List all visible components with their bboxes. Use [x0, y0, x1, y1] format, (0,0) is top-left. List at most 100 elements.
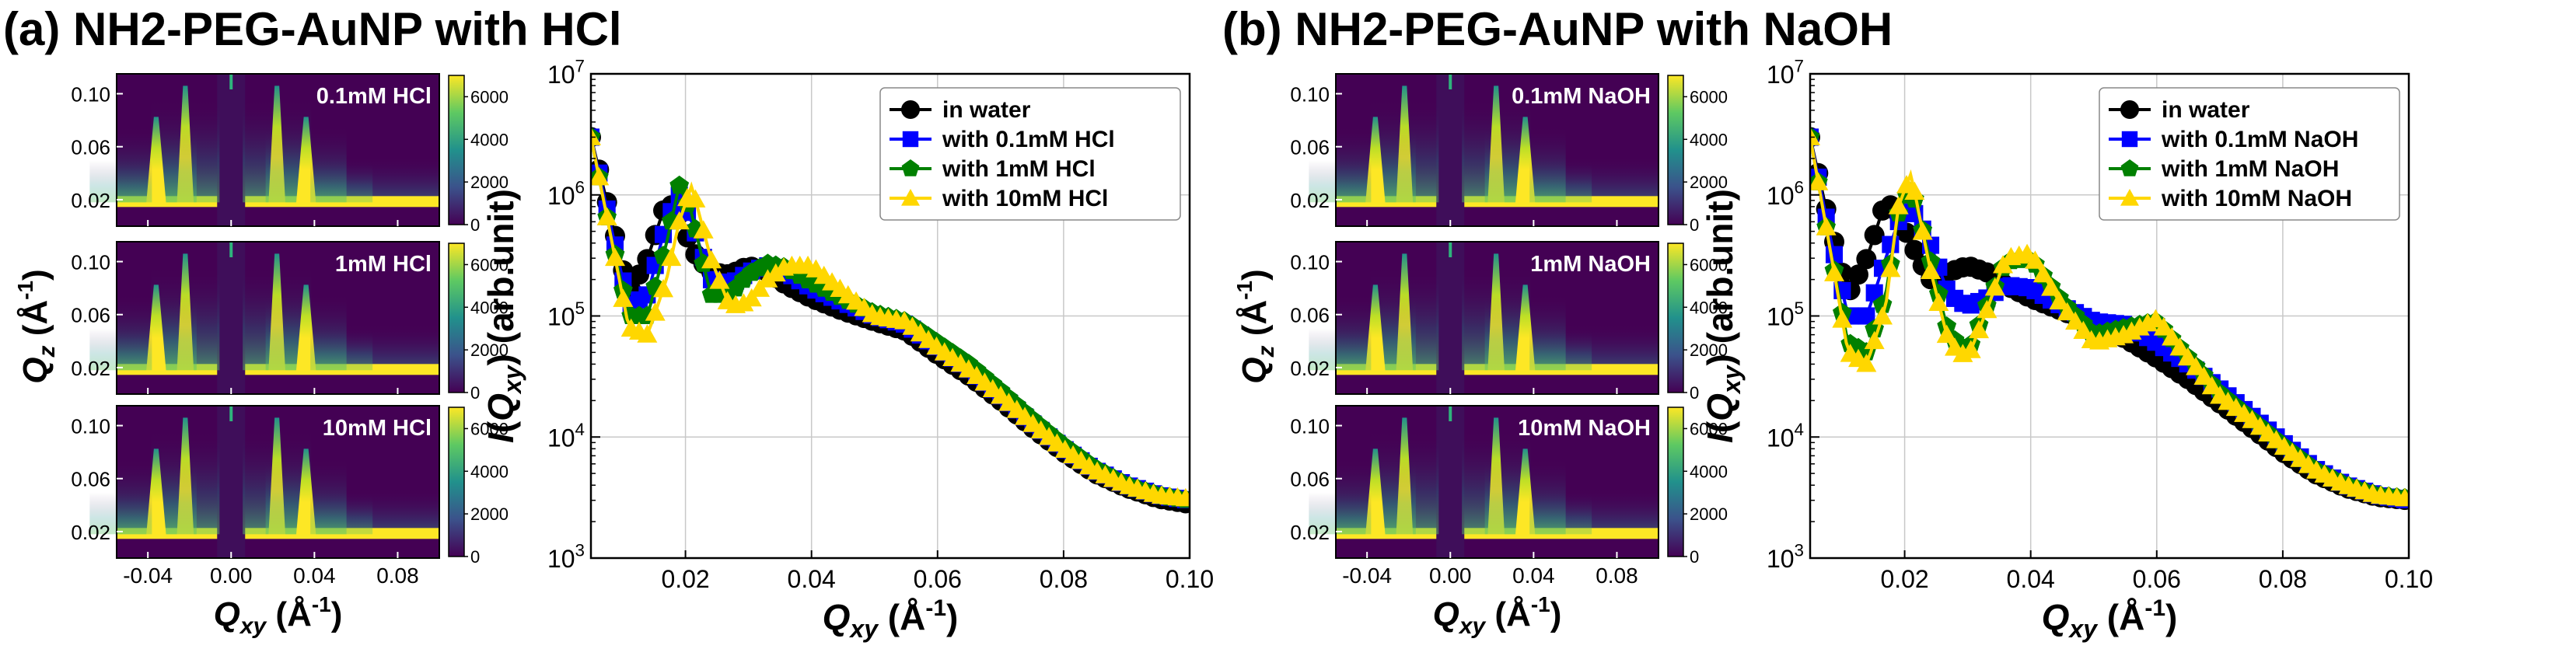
- data-point-marker: [901, 159, 920, 176]
- y-tick-label: 0.02: [1290, 189, 1330, 212]
- data-point-marker: [2121, 131, 2138, 148]
- panel-b-title: (b) NH2-PEG-AuNP with NaOH: [1222, 3, 1893, 55]
- legend-label: with 0.1mM NaOH: [2161, 127, 2358, 152]
- colorbar-tick-label: 4000: [1690, 298, 1728, 317]
- data-point-marker: [2120, 159, 2139, 176]
- y-tick-label: 0.10: [71, 83, 110, 106]
- data-point-marker: [591, 127, 601, 145]
- bragg-rod-glow: [1309, 328, 1372, 371]
- panel-a-title: (a) NH2-PEG-AuNP with HCl: [3, 3, 622, 55]
- x-axis-label: Qxy (Å-1): [823, 595, 959, 643]
- colorbar-tick-label: 0: [1690, 383, 1699, 403]
- legend-entry: with 0.1mM HCl: [890, 127, 1115, 152]
- legend-entry: with 10mM NaOH: [2109, 186, 2352, 211]
- legend-entry: with 10mM HCl: [890, 186, 1108, 211]
- data-point-marker: [902, 131, 919, 148]
- x-tick-label: 0.02: [1880, 565, 1928, 593]
- data-point-marker: [2025, 250, 2046, 269]
- beamstop-region: [217, 74, 246, 226]
- colorbar-tick-label: 6000: [1690, 87, 1728, 106]
- colorbar-tick-label: 4000: [1690, 462, 1728, 481]
- legend-entry: in water: [2109, 97, 2250, 123]
- data-point-marker: [669, 211, 690, 230]
- y-axis-label: I(Qxy) (arb.unit): [1700, 189, 1746, 443]
- y-tick-label: 0.06: [71, 136, 110, 159]
- data-point-marker: [901, 189, 920, 206]
- data-point-marker: [2041, 277, 2062, 296]
- data-point-marker: [1912, 222, 1933, 240]
- colorbar-tick-label: 4000: [470, 298, 509, 317]
- heatmap-3: 10mM NaOH 0.02 0.06 0.10 0 2000 4000 6000: [1290, 405, 1728, 567]
- data-point-marker: [2049, 291, 2070, 310]
- bragg-rod-glow: [89, 328, 152, 371]
- legend-entry: in water: [890, 97, 1031, 123]
- data-point-marker: [2120, 189, 2139, 206]
- y-tick-label: 0.10: [1290, 415, 1330, 438]
- y-tick-label: 103: [1767, 541, 1804, 573]
- intensity-plot: 0.02 0.04 0.06 0.08 0.10 103 104 105 106 107 in wa…: [1700, 57, 2433, 643]
- colorbar-tick-label: 0: [1690, 215, 1699, 235]
- data-point-marker: [1856, 249, 1877, 270]
- data-point-marker: [2065, 311, 2086, 330]
- beamstop-region: [1436, 406, 1465, 558]
- x-tick-label: 0.00: [210, 564, 253, 588]
- y-tick-label: 106: [1767, 177, 1804, 209]
- data-point-marker: [1921, 251, 1941, 270]
- data-point-marker: [2169, 337, 2190, 356]
- bragg-rod-glow: [310, 492, 373, 535]
- data-point-marker: [1864, 225, 1885, 246]
- y-tick-label: 106: [547, 177, 585, 209]
- colorbar-tick-label: 4000: [1690, 130, 1728, 149]
- data-point-marker: [1810, 172, 1829, 190]
- heatmap-condition-label: 1mM NaOH: [1530, 252, 1651, 277]
- y-tick-label: 107: [547, 57, 585, 89]
- legend-label: with 1mM HCl: [942, 156, 1096, 182]
- y-tick-label: 0.10: [71, 415, 110, 438]
- colorbar: [1667, 407, 1684, 557]
- specular-spot: [229, 406, 233, 421]
- legend-label: in water: [942, 97, 1031, 123]
- heatmap-frame: [1335, 405, 1659, 559]
- data-point-marker: [1810, 127, 1820, 145]
- colorbar-tick-label: 6000: [1690, 255, 1728, 274]
- x-tick-label: 0.08: [1040, 565, 1088, 593]
- specular-spot: [1449, 74, 1452, 89]
- data-point-marker: [2153, 317, 2174, 336]
- data-point-marker: [709, 270, 730, 289]
- data-point-marker: [1824, 263, 1845, 281]
- bragg-rod-glow: [1529, 492, 1592, 535]
- legend-entry: with 1mM NaOH: [2109, 156, 2339, 182]
- y-tick-label: 0.10: [1290, 83, 1330, 106]
- y-axis-label: Qz (Å-1): [13, 269, 60, 383]
- colorbar-tick-label: 6000: [470, 87, 509, 106]
- colorbar-tick-label: 0: [470, 547, 480, 567]
- y-tick-label: 0.06: [71, 304, 110, 327]
- data-point-marker: [1960, 340, 1981, 358]
- data-point-marker: [1977, 299, 1998, 319]
- bragg-rod-glow: [310, 328, 373, 371]
- series-with-10mm-naoh: [1810, 127, 2409, 507]
- y-tick-label: 0.02: [1290, 357, 1330, 380]
- data-point-marker: [669, 175, 690, 194]
- y-tick-label: 104: [1767, 420, 1804, 452]
- colorbar-tick-label: 0: [470, 215, 480, 235]
- x-tick-label: 0.08: [2259, 565, 2307, 593]
- plot-series-group: [591, 127, 1190, 514]
- data-point-marker: [693, 220, 714, 239]
- bragg-rod-glow: [1309, 160, 1372, 203]
- legend-entry: with 1mM HCl: [890, 156, 1096, 182]
- data-point-marker: [1856, 354, 1877, 372]
- data-point-marker: [596, 207, 617, 225]
- data-point-marker: [2186, 357, 2207, 375]
- data-point-marker: [653, 279, 674, 298]
- heatmap-3: 10mM HCl 0.02 0.06 0.10 0 2000 4000 6000: [71, 405, 509, 567]
- data-point-marker: [661, 247, 682, 267]
- data-point-marker: [733, 293, 754, 312]
- x-tick-label: 0.00: [1429, 564, 1472, 588]
- data-point-marker: [1816, 217, 1837, 236]
- beamstop-region: [217, 406, 246, 558]
- beamstop-region: [1436, 242, 1465, 394]
